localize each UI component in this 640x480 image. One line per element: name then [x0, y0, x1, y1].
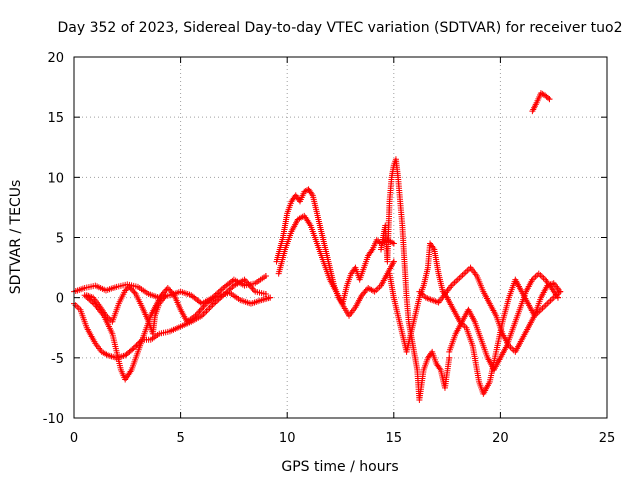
data-point: [373, 287, 380, 294]
data-marks: [71, 90, 564, 403]
series-group: [71, 90, 564, 403]
x-tick-label: 15: [386, 431, 403, 446]
data-point: [547, 297, 554, 304]
data-point: [459, 272, 466, 279]
data-point: [201, 309, 208, 316]
x-axis-label: GPS time / hours: [281, 459, 398, 475]
data-point: [464, 267, 471, 274]
data-point: [205, 306, 212, 313]
data-point: [206, 304, 213, 311]
data-point: [358, 292, 365, 299]
track-segment: [71, 273, 269, 307]
data-point: [532, 273, 539, 280]
data-point: [126, 283, 133, 290]
data-point: [130, 345, 137, 352]
data-point: [535, 270, 542, 277]
data-point: [131, 289, 138, 296]
y-tick-label: -10: [43, 412, 64, 427]
x-axis-ticks: 0 5 10 15 20 25: [70, 57, 615, 446]
data-point: [217, 287, 224, 294]
y-tick-label: 0: [56, 292, 64, 307]
data-point: [127, 285, 134, 292]
x-tick-label: 10: [279, 431, 296, 446]
data-point: [169, 290, 176, 297]
data-point: [227, 285, 234, 292]
data-point: [249, 285, 256, 292]
y-tick-label: -5: [51, 352, 64, 367]
x-tick-label: 20: [492, 431, 509, 446]
data-point: [166, 286, 173, 293]
data-point: [454, 276, 461, 283]
data-point: [208, 303, 215, 310]
x-tick-label: 25: [599, 431, 616, 446]
data-point: [203, 308, 210, 315]
data-point: [361, 289, 368, 296]
data-point: [540, 275, 547, 282]
data-point: [164, 285, 171, 292]
track-segment: [529, 90, 553, 115]
track-segment: [416, 264, 564, 355]
data-point: [390, 258, 397, 265]
data-point: [168, 289, 175, 296]
data-point: [262, 291, 269, 298]
track-segment: [446, 270, 561, 373]
plot-frame: [73, 56, 608, 419]
y-tick-label: 15: [47, 111, 64, 126]
data-point: [456, 275, 463, 282]
data-point: [162, 292, 169, 299]
track-segment: [275, 212, 397, 319]
data-point: [549, 296, 556, 303]
data-point: [545, 94, 552, 101]
data-point: [546, 96, 553, 103]
data-point: [457, 273, 464, 280]
data-point: [541, 303, 548, 310]
data-point: [554, 294, 561, 301]
data-point: [362, 287, 369, 294]
data-point: [449, 281, 456, 288]
data-point: [199, 305, 206, 312]
y-tick-label: 20: [47, 51, 64, 66]
data-point: [451, 279, 458, 286]
data-point: [262, 273, 269, 280]
data-point: [462, 269, 469, 276]
data-point: [390, 240, 397, 247]
x-tick-label: 5: [176, 431, 184, 446]
track-segment: [83, 283, 169, 337]
y-axis-ticks: -10 -5 0 5 10 15 20: [43, 51, 607, 427]
data-point: [446, 354, 453, 361]
data-point: [74, 303, 81, 310]
data-point: [545, 299, 552, 306]
data-point: [453, 278, 460, 285]
data-point: [557, 288, 564, 295]
data-point: [130, 288, 137, 295]
data-point: [267, 294, 274, 301]
chart-title: Day 352 of 2023, Sidereal Day-to-day VTE…: [57, 20, 622, 36]
data-point: [72, 302, 79, 309]
data-point: [542, 302, 549, 309]
x-tick-label: 0: [70, 431, 78, 446]
y-tick-label: 10: [47, 171, 64, 186]
track-segment: [378, 156, 453, 403]
data-point: [461, 270, 468, 277]
data-point: [544, 300, 551, 307]
data-point: [128, 286, 135, 293]
data-point: [537, 272, 544, 279]
data-point: [360, 290, 367, 297]
track-segment: [81, 285, 274, 383]
grid: [74, 57, 607, 418]
y-tick-label: 5: [56, 232, 64, 247]
data-point: [538, 273, 545, 280]
y-axis-label: SDTVAR / TECUs: [8, 180, 24, 295]
data-point: [167, 287, 174, 294]
data-point: [129, 346, 136, 353]
data-point: [132, 343, 139, 350]
